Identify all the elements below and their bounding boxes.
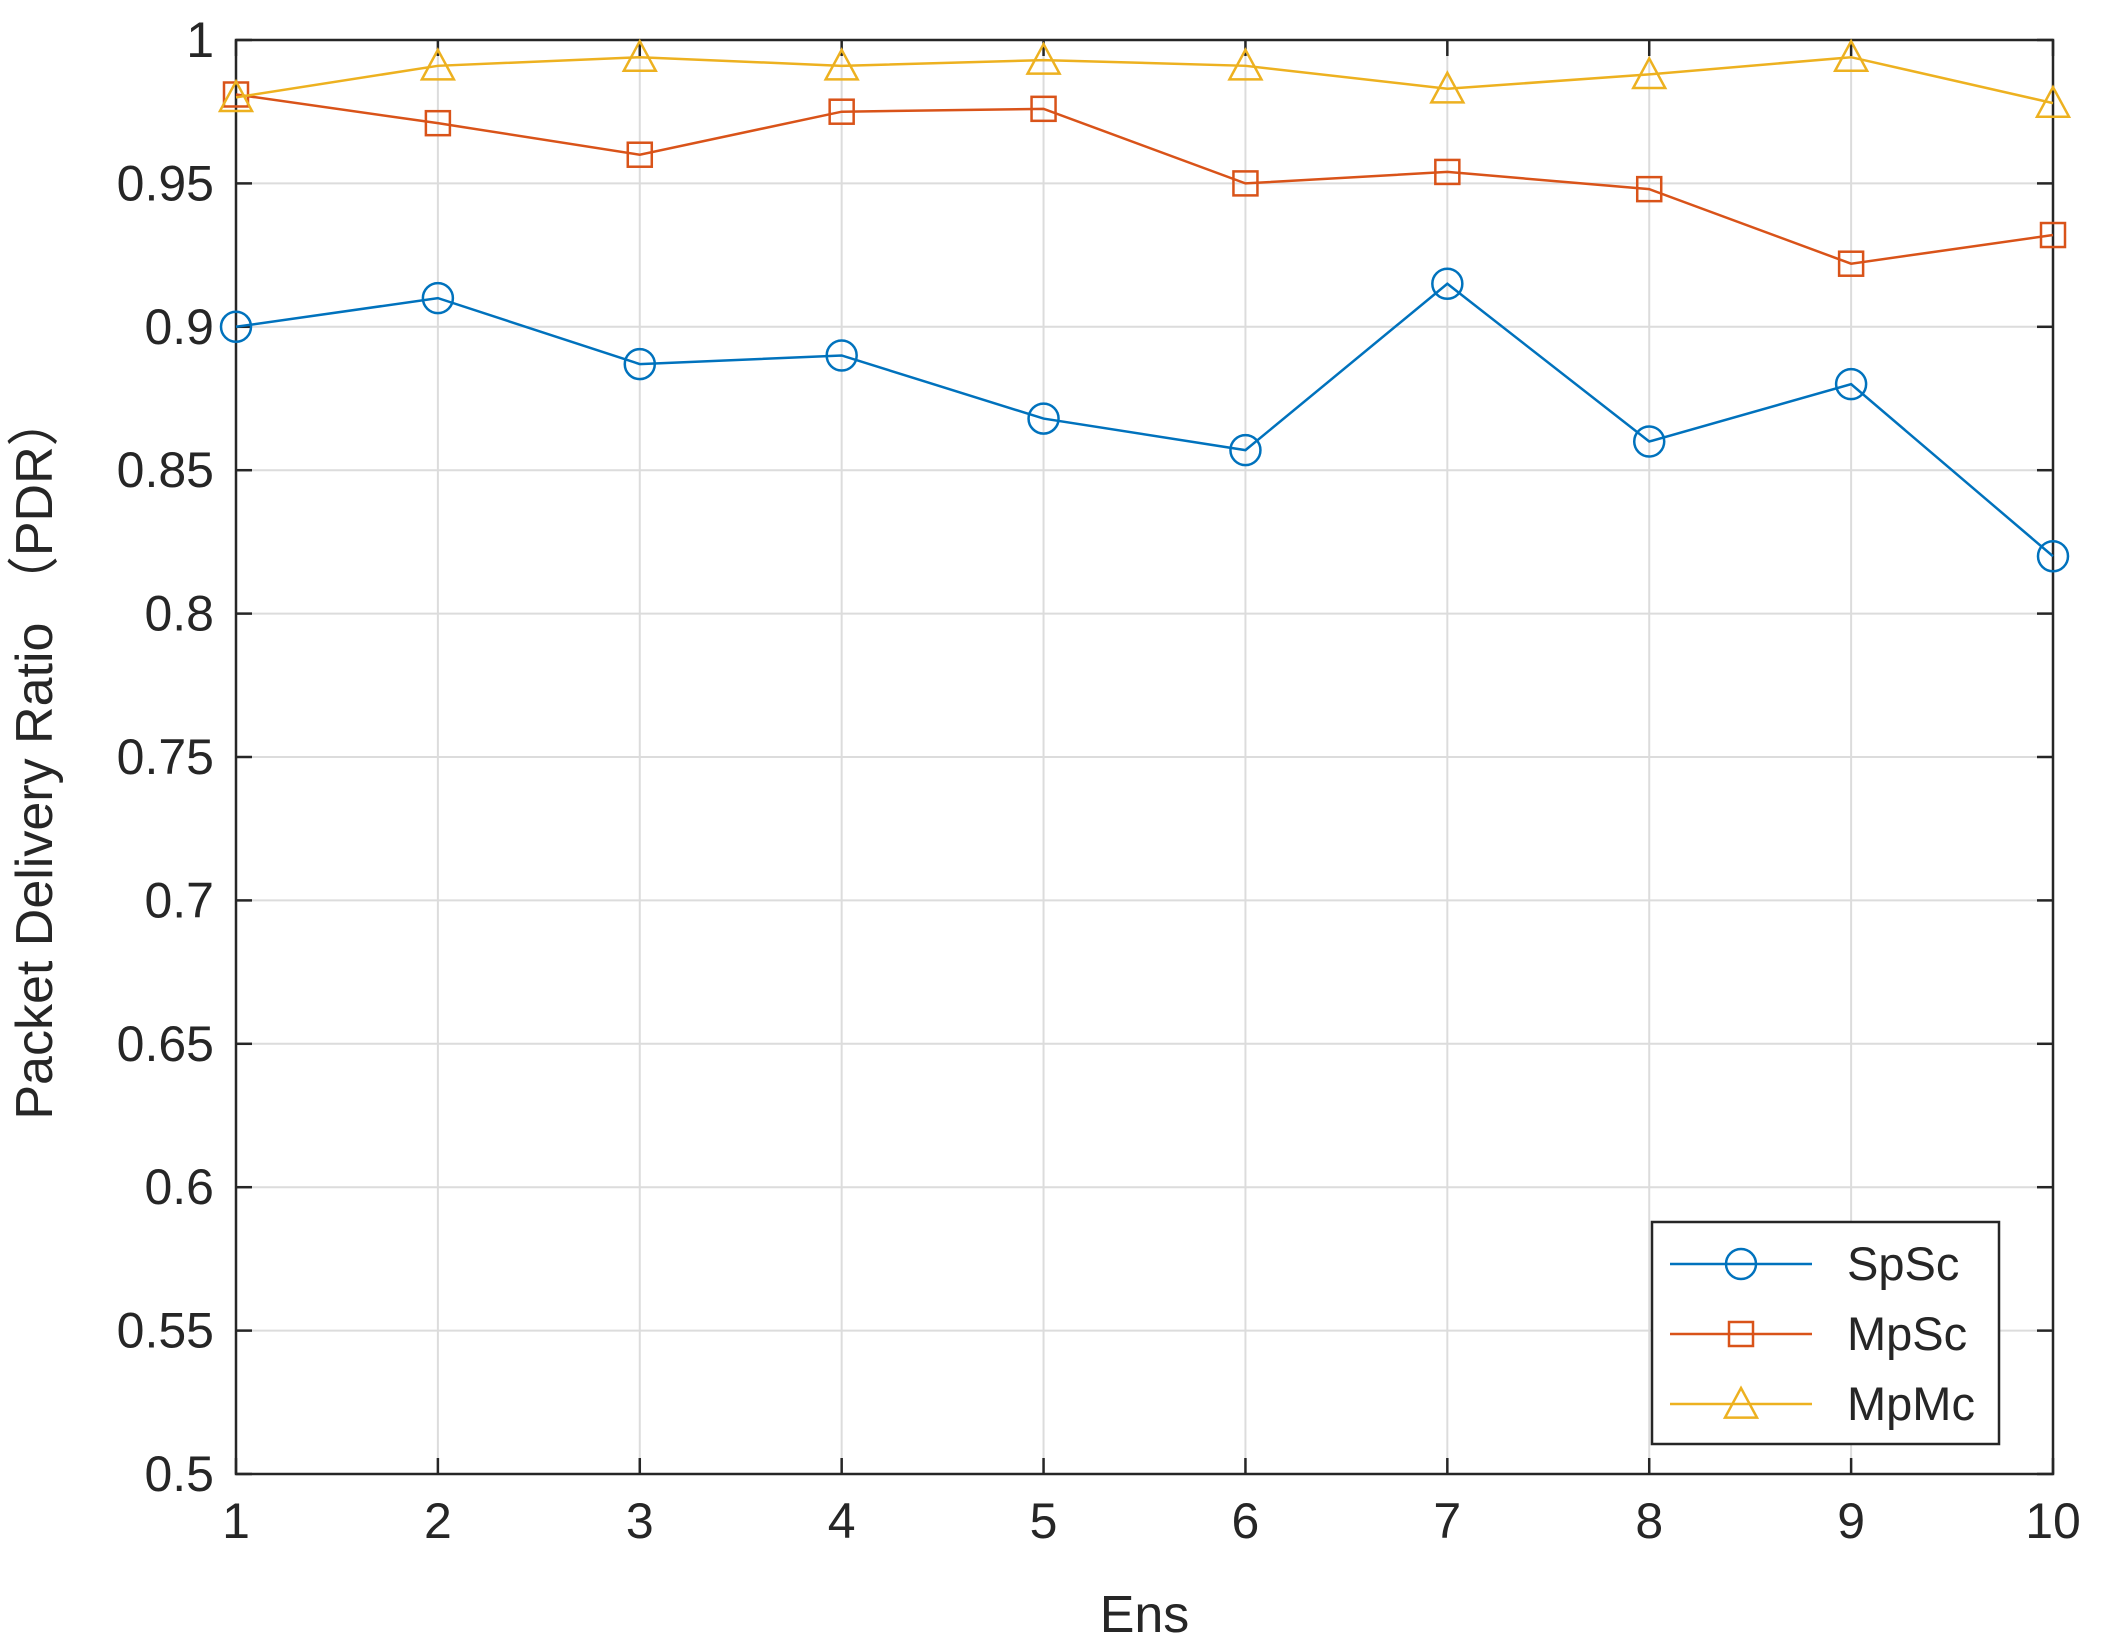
data-point-mpsc: [1232, 170, 1259, 197]
x-tick-label: 1: [222, 1493, 250, 1549]
data-point-mpmc: [2034, 84, 2072, 118]
series-group: [217, 38, 2072, 573]
y-tick-label: 0.95: [117, 155, 214, 211]
legend-label-mpmc: MpMc: [1847, 1377, 1975, 1430]
data-point-mpmc: [621, 38, 658, 73]
data-point-spsc: [623, 347, 657, 381]
data-point-spsc: [2036, 539, 2070, 573]
x-tick-label: 10: [2025, 1493, 2081, 1549]
data-point-mpmc: [1429, 70, 1466, 104]
x-tick-label: 2: [424, 1493, 452, 1549]
data-point-spsc: [421, 281, 455, 315]
legend-label-spsc: SpSc: [1847, 1237, 1959, 1290]
data-point-mpsc: [424, 109, 452, 137]
data-point-mpsc: [2039, 221, 2067, 249]
series-spsc: [219, 267, 2070, 573]
legend-marker-spsc: [1724, 1247, 1758, 1281]
x-tick-label: 3: [626, 1493, 654, 1549]
data-point-spsc: [1632, 425, 1666, 458]
legend-marker-mpsc: [1727, 1320, 1755, 1348]
data-point-mpsc: [1434, 158, 1461, 186]
axis-ticks: 1 2 3 4 5 6 7 8 9 10 0.5 0.55 0.6 0.65 0.7 0.75 0.8 0.85 0…: [117, 12, 2081, 1549]
data-point-mpsc: [1030, 95, 1057, 123]
data-point-spsc: [219, 310, 253, 344]
data-point-mpmc: [1631, 55, 1668, 90]
y-tick-label: 0.6: [144, 1159, 214, 1215]
data-point-mpmc: [1227, 47, 1264, 81]
series-line-mpmc: [235, 55, 2054, 105]
series-line-mpsc: [235, 93, 2054, 265]
x-tick-label: 7: [1433, 1493, 1461, 1549]
x-tick-label: 4: [828, 1493, 856, 1549]
data-point-mpsc: [626, 141, 654, 168]
data-point-spsc: [825, 339, 858, 372]
legend-marker-mpmc: [1722, 1385, 1760, 1419]
x-tick-label: 8: [1635, 1493, 1663, 1549]
data-point-spsc: [1027, 402, 1060, 435]
y-tick-label: 0.55: [117, 1303, 214, 1359]
series-line-spsc: [235, 282, 2054, 558]
legend-label-mpsc: MpSc: [1847, 1307, 1967, 1360]
data-point-spsc: [1229, 433, 1262, 467]
data-point-mpmc: [1025, 41, 1062, 75]
y-tick-label: 0.7: [144, 872, 214, 928]
data-point-mpmc: [1833, 38, 1870, 73]
data-point-mpmc: [419, 47, 456, 81]
x-tick-label: 5: [1030, 1493, 1058, 1549]
y-tick-label: 0.65: [117, 1016, 214, 1072]
series-mpmc: [217, 38, 2072, 118]
y-axis-title: Packet Delivery Ratio （PDR）: [6, 394, 64, 1119]
data-point-spsc: [1834, 367, 1868, 401]
data-point-mpsc: [828, 98, 855, 125]
y-tick-label: 0.9: [144, 299, 214, 355]
y-tick-label: 0.85: [117, 442, 214, 498]
data-point-mpsc: [1837, 250, 1865, 277]
data-point-mpmc: [217, 78, 255, 113]
y-tick-label: 0.8: [144, 586, 214, 642]
data-point-mpsc: [1635, 175, 1663, 203]
legend: SpSc MpSc MpMc: [1650, 1220, 2001, 1446]
x-tick-label: 6: [1232, 1493, 1260, 1549]
series-mpsc: [222, 81, 2067, 277]
data-point-spsc: [1431, 267, 1464, 301]
data-point-mpmc: [823, 47, 860, 81]
x-axis-title: Ens: [1100, 1586, 1190, 1644]
x-tick-label: 9: [1837, 1493, 1865, 1549]
y-tick-label: 1: [186, 12, 214, 68]
y-tick-label: 0.75: [117, 729, 214, 785]
y-tick-label: 0.5: [144, 1446, 214, 1502]
